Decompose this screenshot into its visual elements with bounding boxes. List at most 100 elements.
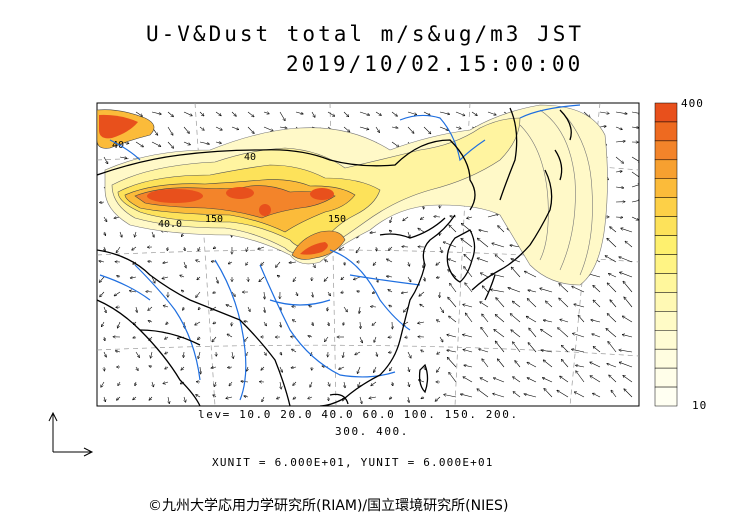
wind-arrow xyxy=(197,276,201,280)
wind-arrow xyxy=(543,378,553,383)
wind-arrow xyxy=(103,306,106,313)
wind-arrow xyxy=(199,126,204,130)
wind-arrow xyxy=(439,336,443,342)
wind-arrow xyxy=(543,360,553,368)
wind-arrow xyxy=(359,126,369,129)
wind-arrow xyxy=(496,298,505,308)
wind-arrow xyxy=(310,381,313,387)
wind-arrow xyxy=(100,291,105,297)
wind-arrow xyxy=(133,337,137,338)
wind-arrow xyxy=(464,255,473,263)
wind-arrow xyxy=(163,306,169,308)
colorbar-max-label: 400 xyxy=(681,97,704,110)
wind-arrow xyxy=(149,396,153,400)
wind-arrow xyxy=(527,299,537,308)
wind-arrow xyxy=(151,351,153,358)
wind-arrow xyxy=(392,381,393,386)
wind-arrow xyxy=(576,365,585,368)
wind-arrow xyxy=(343,126,350,132)
wind-arrow xyxy=(324,276,329,281)
wind-arrow xyxy=(557,390,569,398)
colorbar xyxy=(654,102,678,407)
wind-arrow xyxy=(325,336,329,341)
wind-arrow xyxy=(562,345,569,353)
wind-arrow xyxy=(546,301,553,308)
wind-arrow xyxy=(528,290,537,293)
wind-arrow xyxy=(387,276,393,277)
wind-arrow xyxy=(389,305,393,307)
wind-arrow xyxy=(312,291,313,297)
wind-arrow xyxy=(199,141,209,144)
wind-arrow xyxy=(574,304,585,308)
wind-arrow xyxy=(119,157,127,158)
wind-arrow xyxy=(184,246,185,251)
wind-arrow xyxy=(593,393,601,398)
wind-arrow xyxy=(461,239,473,248)
wind-arrow xyxy=(390,366,393,371)
wind-arrow xyxy=(247,126,254,133)
wind-arrow xyxy=(325,260,329,262)
wind-arrow xyxy=(327,306,328,311)
wind-arrow xyxy=(609,375,617,383)
wind-arrow xyxy=(341,276,345,280)
wind-arrow xyxy=(510,314,521,323)
wind-arrow xyxy=(513,342,521,353)
wind-arrow xyxy=(181,366,185,370)
wind-arrow xyxy=(447,335,457,338)
wind-arrow xyxy=(359,336,362,343)
wind-arrow xyxy=(487,214,498,218)
dust-core xyxy=(310,188,334,200)
wind-arrow xyxy=(166,322,168,324)
wind-arrow xyxy=(464,365,473,368)
wind-arrow xyxy=(610,227,617,233)
wind-arrow xyxy=(423,111,430,115)
wind-arrow xyxy=(447,358,457,368)
wind-arrow xyxy=(455,111,465,116)
wind-arrow xyxy=(439,126,449,130)
wind-arrow xyxy=(279,366,282,372)
wind-arrow xyxy=(261,366,265,370)
wind-arrow xyxy=(495,315,505,323)
wind-arrow xyxy=(631,171,639,179)
wind-arrow xyxy=(280,351,282,355)
wind-arrow xyxy=(481,327,489,338)
wind-arrow xyxy=(360,321,361,328)
wind-arrow xyxy=(165,352,169,354)
wind-arrow xyxy=(405,337,409,338)
colorbar-swatch xyxy=(654,159,678,179)
wind-arrow xyxy=(439,246,442,253)
wind-arrow xyxy=(103,216,107,222)
colorbar-swatch xyxy=(654,178,678,198)
wind-arrow xyxy=(167,126,173,135)
wind-arrow xyxy=(151,231,154,237)
wind-arrow xyxy=(118,321,121,328)
wind-arrow xyxy=(572,349,585,353)
wind-arrow xyxy=(114,291,121,296)
wind-arrow xyxy=(293,320,297,322)
wind-arrow xyxy=(619,350,633,353)
wind-arrow xyxy=(180,275,185,277)
wind-arrow xyxy=(524,394,537,398)
wind-arrow xyxy=(477,389,489,398)
wind-arrow xyxy=(262,396,265,402)
wind-arrow xyxy=(436,261,441,265)
wind-arrow xyxy=(215,276,218,283)
wind-arrow xyxy=(167,246,168,250)
wind-arrow xyxy=(631,200,639,203)
wind-arrow xyxy=(480,378,489,383)
rivers xyxy=(99,104,581,401)
contour-label: 40 xyxy=(112,140,124,151)
wind-arrow xyxy=(375,111,381,115)
wind-arrow xyxy=(494,378,505,383)
wind-arrow xyxy=(391,141,399,147)
wind-arrow xyxy=(447,350,457,353)
wind-arrow xyxy=(510,245,521,248)
colorbar-swatch xyxy=(654,367,678,388)
wind-arrow xyxy=(341,292,345,293)
wind-arrow xyxy=(292,349,297,353)
wind-arrow xyxy=(118,381,120,385)
wind-arrow xyxy=(448,259,457,263)
wind-arrow xyxy=(101,381,105,387)
wind-arrow xyxy=(195,321,201,325)
wind-arrow xyxy=(463,377,473,383)
